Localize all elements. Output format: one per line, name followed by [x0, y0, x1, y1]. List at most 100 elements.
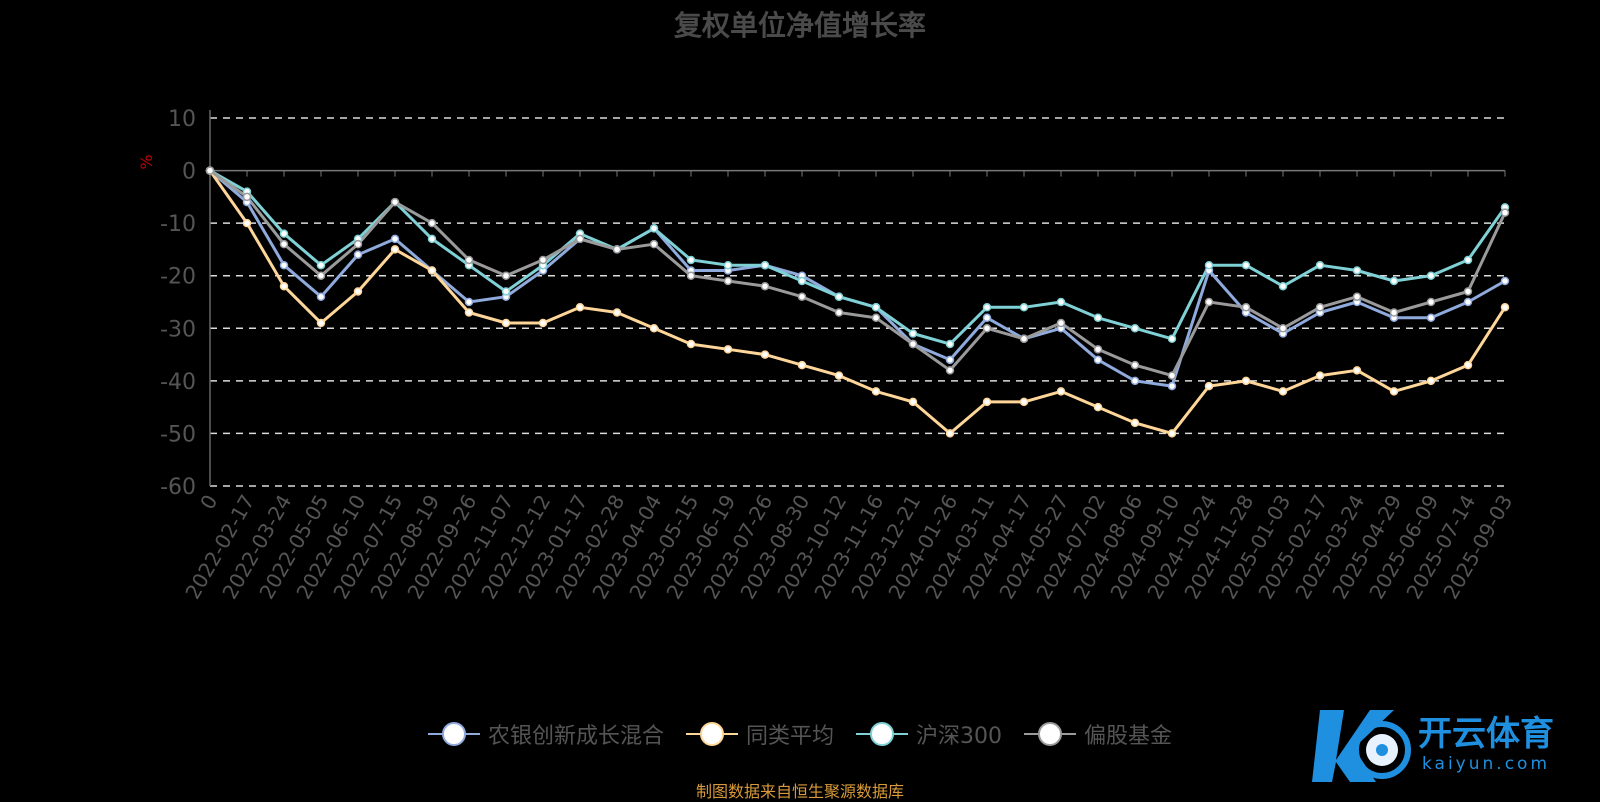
data-point — [575, 303, 585, 312]
series-lines — [205, 166, 1510, 438]
brand-logo: 开云体育 kaiyun.com — [1310, 700, 1590, 790]
chart-title: 复权单位净值增长率 — [673, 9, 926, 42]
data-point — [982, 313, 992, 323]
data-point — [1056, 297, 1066, 307]
data-point — [390, 234, 400, 244]
data-point — [1500, 276, 1510, 286]
data-point — [464, 255, 474, 265]
data-point — [612, 308, 622, 317]
data-point — [834, 308, 844, 317]
brand-logo-icon — [1312, 710, 1411, 782]
y-tick-label: -50 — [160, 422, 196, 447]
data-point — [1389, 308, 1399, 317]
data-point — [1241, 376, 1251, 386]
data-point — [390, 245, 400, 254]
data-point — [1352, 366, 1362, 375]
data-point — [538, 318, 548, 328]
legend-label: 偏股基金 — [1084, 724, 1173, 749]
legend-swatch — [427, 722, 480, 746]
data-point — [945, 429, 955, 438]
data-point — [871, 303, 881, 312]
legend-label: 沪深300 — [916, 724, 1002, 749]
data-point — [686, 255, 696, 265]
data-point — [1093, 402, 1103, 412]
data-point — [1019, 397, 1029, 407]
y-tick-label: -10 — [160, 212, 196, 237]
data-point — [279, 260, 289, 270]
data-point — [316, 260, 326, 270]
y-tick-label: 10 — [168, 107, 196, 132]
data-point — [242, 192, 252, 202]
data-point — [1389, 276, 1399, 286]
y-tick-label: -20 — [160, 265, 196, 290]
data-point — [1093, 355, 1103, 365]
data-point — [723, 276, 733, 286]
data-point — [1167, 429, 1177, 438]
data-point — [427, 218, 437, 228]
data-point — [279, 229, 289, 238]
data-point — [982, 303, 992, 312]
data-point — [316, 318, 326, 328]
data-point — [982, 397, 992, 407]
data-point — [1056, 387, 1066, 396]
data-point — [1130, 418, 1140, 428]
data-point — [242, 218, 252, 228]
data-point — [575, 234, 585, 244]
data-point — [390, 197, 400, 207]
data-point — [1426, 376, 1436, 386]
series-line — [209, 169, 1507, 346]
data-point — [1352, 266, 1362, 275]
data-point — [1389, 387, 1399, 396]
x-tick-label: 0 — [195, 491, 222, 514]
data-point — [501, 318, 511, 328]
data-point — [945, 366, 955, 375]
brand-logo-text: 开云体育 — [1418, 714, 1554, 754]
data-point — [464, 308, 474, 317]
data-point — [427, 234, 437, 244]
data-point — [1500, 303, 1510, 312]
data-point — [723, 345, 733, 354]
data-point — [797, 360, 807, 370]
data-point — [1167, 381, 1177, 391]
data-point — [797, 292, 807, 301]
data-source-note: 制图数据来自恒生聚源数据库 — [695, 782, 904, 801]
data-point — [1315, 371, 1325, 380]
data-point — [279, 239, 289, 249]
series-line — [208, 169, 1507, 435]
x-tick-labels: 02022-02-172022-03-242022-05-052022-06-1… — [180, 491, 1517, 604]
y-tick-labels: 10 0 -10 -20 -30 -40 -50 -60 — [160, 107, 196, 500]
data-point — [501, 287, 511, 296]
legend-item[interactable]: 同类平均 — [685, 718, 834, 750]
data-point — [1204, 260, 1214, 270]
data-point — [316, 292, 326, 301]
data-point — [1426, 313, 1436, 323]
data-point — [1463, 360, 1473, 370]
data-point — [1463, 255, 1473, 265]
legend-item[interactable]: 沪深300 — [856, 718, 1002, 750]
data-point — [316, 271, 326, 280]
data-point — [1056, 318, 1066, 328]
data-point — [427, 266, 437, 275]
data-point — [1241, 260, 1251, 270]
data-point — [723, 260, 733, 270]
data-point — [649, 224, 659, 233]
data-point — [908, 329, 918, 338]
legend-label: 农银创新成长混合 — [487, 724, 664, 749]
data-point — [1130, 324, 1140, 333]
y-axis-label: % — [137, 154, 156, 169]
data-point — [686, 271, 696, 280]
data-point — [760, 260, 770, 270]
data-point — [353, 287, 363, 296]
legend-item[interactable]: 偏股基金 — [1024, 718, 1172, 750]
data-point — [1019, 334, 1029, 344]
data-point — [1130, 376, 1140, 386]
data-point — [1315, 303, 1325, 312]
data-point — [1500, 208, 1510, 217]
data-point — [464, 297, 474, 307]
y-tick-label: -30 — [160, 317, 196, 342]
data-point — [205, 166, 215, 175]
data-point — [908, 339, 918, 349]
legend: 农银创新成长混合 同类平均 沪深300 偏股基金 — [0, 718, 1600, 750]
legend-item[interactable]: 农银创新成长混合 — [427, 718, 664, 750]
